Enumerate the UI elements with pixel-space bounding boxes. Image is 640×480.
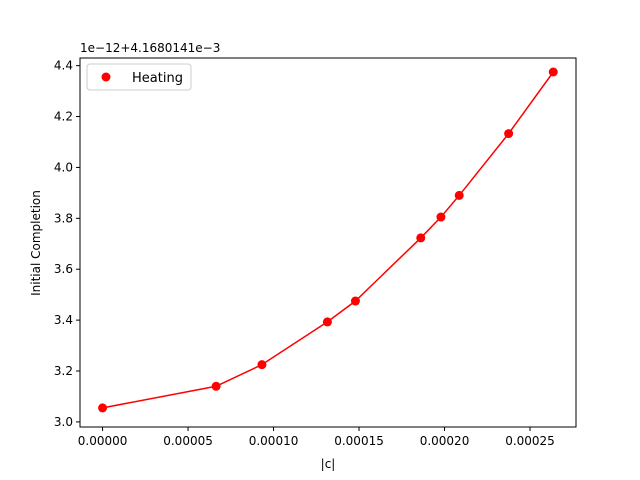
data-point [436, 212, 446, 222]
data-point [257, 360, 267, 370]
x-tick-label: 0.00000 [78, 434, 128, 448]
x-tick-label: 0.00015 [334, 434, 384, 448]
x-tick-label: 0.00010 [249, 434, 299, 448]
legend-frame [86, 63, 192, 91]
axes: 0.00000 0.00005 0.00010 0.00015 0.00020 0.000… [54, 57, 577, 448]
x-tick-label: 0.00025 [505, 434, 555, 448]
y-tick-label: 4.2 [54, 110, 73, 124]
data-point [211, 381, 221, 391]
data-point [350, 296, 360, 306]
y-axis-offset-label: 1e−12+4.1680141e−3 [80, 41, 220, 55]
data-point [504, 129, 514, 139]
legend-label-heating: Heating [132, 71, 183, 86]
data-point [454, 190, 464, 200]
data-point [548, 67, 558, 77]
data-point [98, 403, 108, 413]
x-axis-label: |c| [321, 457, 336, 471]
y-tick-label: 4.0 [54, 160, 73, 174]
y-tick-label: 3.6 [54, 262, 73, 276]
legend-marker-heating [101, 72, 111, 82]
x-tick-label: 0.00020 [420, 434, 470, 448]
y-axis-label: Initial Completion [29, 190, 43, 296]
data-point [322, 317, 332, 327]
data-point [416, 233, 426, 243]
y-tick-label: 3.4 [54, 313, 73, 327]
x-tick-label: 0.00005 [163, 434, 213, 448]
plot-frame [79, 57, 577, 428]
y-tick-label: 3.8 [54, 211, 73, 225]
y-tick-label: 3.0 [54, 415, 73, 429]
y-tick-label: 4.4 [54, 59, 73, 73]
series-line-heating [102, 71, 554, 409]
legend: Heating [86, 63, 192, 91]
y-tick-label: 3.2 [54, 364, 73, 378]
